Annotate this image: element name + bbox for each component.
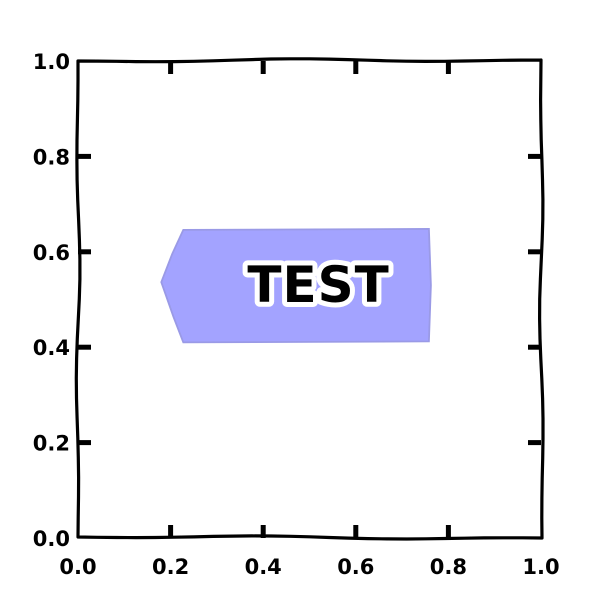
- axes-frame: [74, 57, 545, 541]
- y-tick-label: 0.4: [33, 336, 70, 360]
- x-tick-label: 0.6: [337, 555, 374, 579]
- labels-layer: 0.0 0.2 0.4 0.6 0.8 1.0 0.0 0.2 0.4 0.6 0.8 1.0: [33, 50, 560, 579]
- x-tick-label: 0.8: [430, 555, 467, 579]
- y-tick-label: 0.6: [33, 241, 70, 265]
- y-tick-label: 0.2: [33, 432, 70, 456]
- x-tick-label: 0.4: [245, 555, 282, 579]
- annotation-text-outline: TEST: [247, 256, 389, 314]
- annotation-arrow-box: [160, 227, 432, 344]
- y-tick-label: 1.0: [33, 50, 70, 74]
- x-tick-label: 1.0: [522, 555, 559, 579]
- y-tick-label: 0.8: [33, 145, 70, 169]
- annotation-text: TEST: [247, 256, 389, 314]
- y-tick-label: 0.0: [33, 527, 70, 551]
- x-tick-label: 0.0: [59, 555, 96, 579]
- x-tick-label: 0.2: [152, 555, 189, 579]
